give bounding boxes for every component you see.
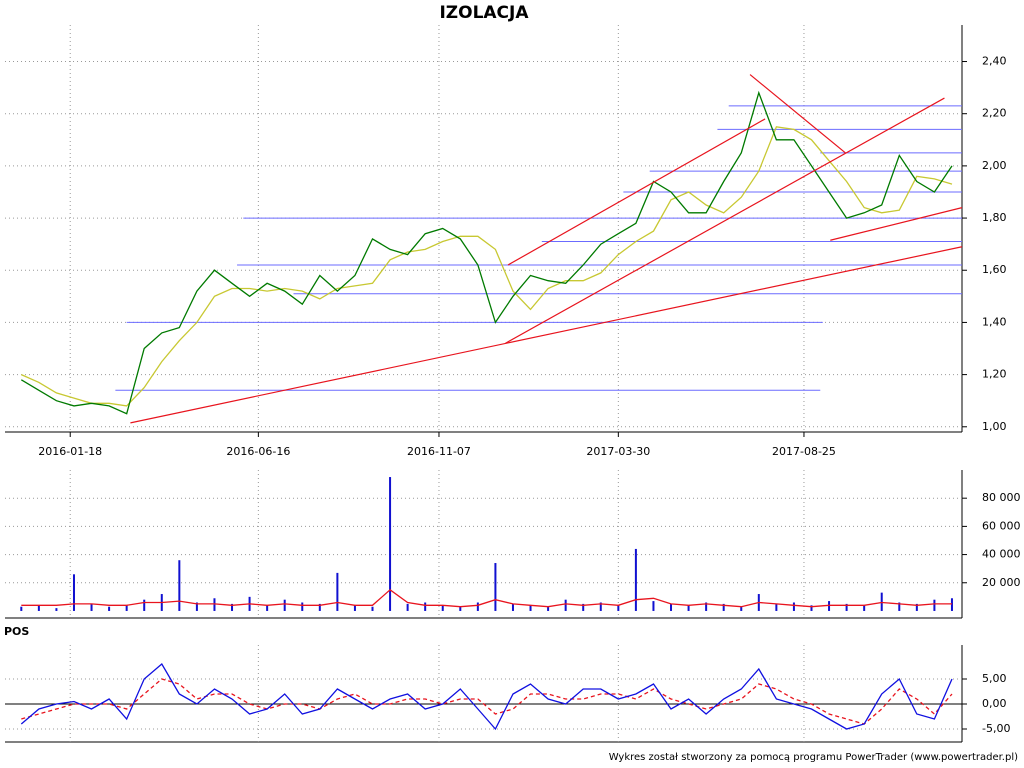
volume-bar: [266, 605, 269, 611]
volume-bar: [933, 599, 936, 611]
volume-bar: [845, 603, 848, 611]
average-line: [21, 588, 952, 608]
x-tick-label: 2017-03-30: [586, 445, 650, 458]
volume-bar: [90, 603, 93, 611]
volume-bar: [722, 603, 725, 611]
volume-bar: [336, 572, 339, 611]
volume-bar: [599, 602, 602, 611]
credit: Wykres został stworzony za pomocą progra…: [609, 752, 1018, 763]
volume-bar: [125, 605, 128, 611]
volume-bar: [950, 598, 953, 611]
volume-bar: [301, 602, 304, 611]
volume-bar: [476, 602, 479, 611]
volume-bar: [424, 602, 427, 611]
volume-bar: [213, 598, 216, 611]
series-line: [21, 678, 953, 725]
y-tick-label: 60 000: [982, 519, 1021, 532]
volume-bar: [231, 603, 234, 611]
volume-bar: [564, 599, 567, 611]
volume-bar: [582, 603, 585, 611]
volume-bar: [72, 574, 75, 611]
volume-bar: [195, 602, 198, 611]
trend-line: [505, 97, 945, 344]
series-line: [20, 663, 953, 731]
volume-bar: [37, 605, 40, 611]
y-tick-label: 1,20: [982, 368, 1007, 381]
volume-bar: [775, 603, 778, 611]
volume-bar: [740, 606, 743, 611]
volume-bar: [915, 603, 918, 611]
volume-bar: [55, 608, 58, 611]
y-tick-label: 40 000: [982, 548, 1021, 561]
volume-bar: [792, 602, 795, 611]
volume-bar: [371, 606, 374, 611]
y-tick-label: 2,40: [982, 55, 1007, 68]
volume-bar: [547, 606, 550, 611]
volume-bar: [441, 605, 444, 611]
volume-bar: [863, 605, 866, 611]
panel-title: POS: [4, 625, 29, 638]
y-tick-label: 1,80: [982, 211, 1007, 224]
volume-bar: [687, 605, 690, 611]
volume-bar: [828, 601, 831, 611]
trend-line: [830, 207, 963, 241]
trend-line: [749, 74, 846, 154]
series-line: [21, 126, 953, 407]
y-tick-label: 1,60: [982, 263, 1007, 276]
series-line: [20, 90, 953, 415]
volume-bar: [810, 605, 813, 611]
trend-line: [507, 118, 766, 266]
volume-bar: [353, 605, 356, 611]
y-tick-label: 0,00: [982, 697, 1007, 710]
volume-bar: [178, 560, 181, 611]
volume-bar: [406, 603, 409, 611]
volume-bar: [634, 548, 637, 611]
y-tick-label: 1,00: [982, 420, 1007, 433]
volume-bar: [652, 601, 655, 611]
x-tick-label: 2016-01-18: [38, 445, 102, 458]
x-tick-label: 2017-08-25: [772, 445, 836, 458]
volume-bar: [283, 599, 286, 611]
volume-bar: [670, 603, 673, 611]
y-tick-label: 2,20: [982, 107, 1007, 120]
volume-bar: [880, 592, 883, 611]
volume-bar: [617, 605, 620, 611]
volume-bar: [318, 603, 321, 611]
chart-title: IZOLACJA: [439, 3, 529, 23]
volume-bar: [898, 602, 901, 611]
y-tick-label: 2,00: [982, 159, 1007, 172]
volume-bar: [108, 606, 111, 611]
volume-bar: [389, 477, 392, 611]
volume-bar: [705, 602, 708, 611]
x-tick-label: 2016-11-07: [407, 445, 471, 458]
volume-bar: [494, 563, 497, 611]
volume-bar: [20, 606, 23, 611]
trend-line: [130, 246, 963, 424]
y-tick-label: 1,40: [982, 315, 1007, 328]
y-tick-label: 80 000: [982, 491, 1021, 504]
y-tick-label: 20 000: [982, 576, 1021, 589]
x-tick-label: 2016-06-16: [226, 445, 290, 458]
y-tick-label: 5,00: [982, 672, 1007, 685]
y-tick-label: -5,00: [982, 722, 1010, 735]
volume-bar: [143, 599, 146, 611]
volume-bar: [459, 606, 462, 611]
volume-bar: [529, 605, 532, 611]
volume-bar: [511, 603, 514, 611]
